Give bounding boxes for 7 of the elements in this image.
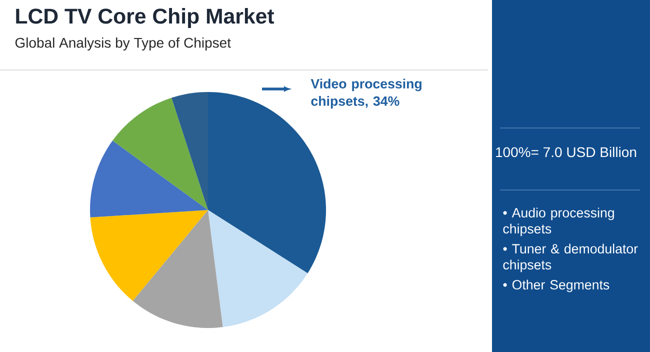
text: • Tuner & demodulator chipsets — [503, 244, 638, 272]
chart-subtitle: Global Analysis by Type of Chipset — [15, 37, 231, 51]
chart-title: LCD TV Core Chip Market — [16, 8, 274, 28]
legend-label: Video processing chipsets, 34% — [310, 78, 422, 108]
text: 100%= 7.0 USD Billion — [496, 146, 636, 158]
text: • Other Segments — [503, 280, 610, 292]
text: • Audio processing chipsets — [503, 208, 614, 236]
